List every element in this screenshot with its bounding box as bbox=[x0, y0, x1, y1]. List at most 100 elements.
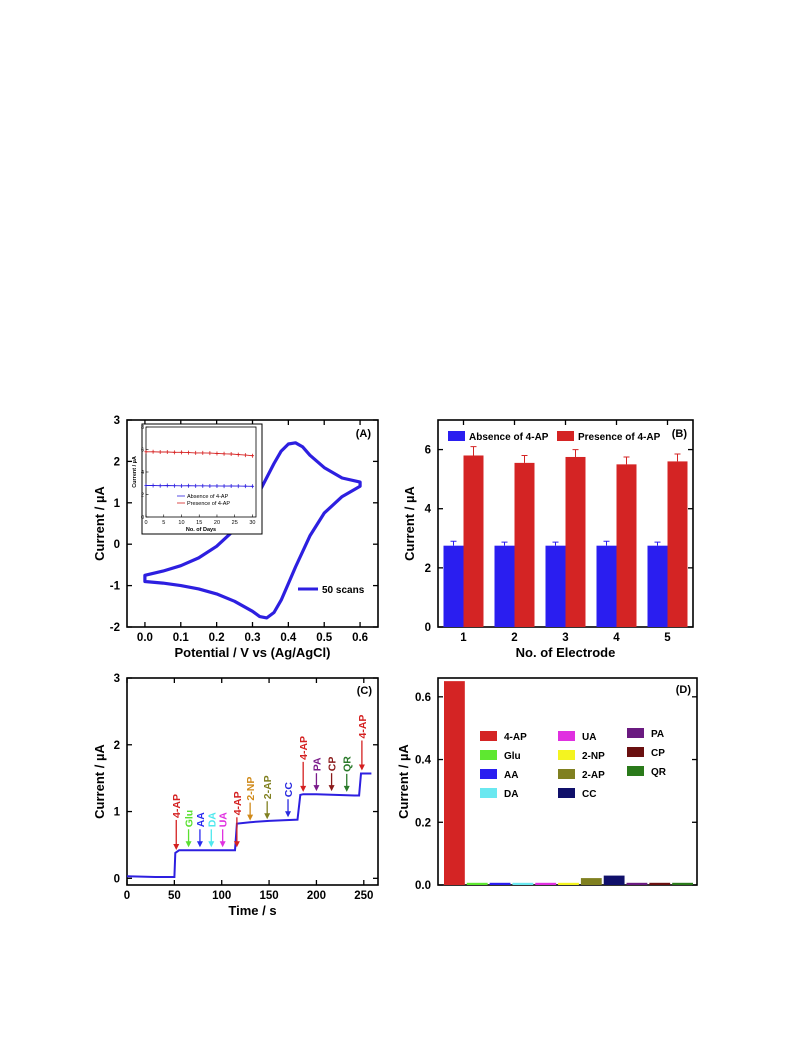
panel-d-bar-5 bbox=[558, 882, 579, 885]
panel-d-bar-9 bbox=[649, 882, 671, 885]
panel-a-inset-point-0-9 bbox=[208, 483, 212, 488]
panel-c-current-trace bbox=[126, 772, 372, 878]
panel-a-inset-box bbox=[141, 423, 263, 535]
panel-a-xtick-label-2: 0.2 bbox=[209, 632, 225, 644]
panel-b-errorbar-1-2 bbox=[572, 449, 579, 457]
panel-c-arrowhead-9 bbox=[300, 785, 307, 792]
panel-d-label: (D) bbox=[676, 684, 692, 696]
panel-b-errorbar-0-4 bbox=[654, 541, 661, 546]
panel-c-annotation-11: CP bbox=[327, 757, 339, 772]
panel-c-arrowhead-6 bbox=[247, 814, 254, 821]
panel-d-legend-swatch-5 bbox=[558, 750, 575, 760]
panel-c-xtick-label-2: 100 bbox=[212, 890, 231, 902]
panel-b-bar-1-0 bbox=[463, 455, 484, 627]
panel-d-selectivity-bar-chart: 0.0 0.2 0.4 0.6 Current / µA (D) 4-AP Glu AA DA UA… bbox=[396, 677, 698, 892]
panel-a-inset-ytick-label-1: 2 bbox=[141, 493, 144, 499]
panel-b-errorbar-0-1 bbox=[501, 541, 508, 546]
panel-c-annotation-4: UA bbox=[218, 812, 230, 828]
panel-a-inset-series-1 bbox=[146, 451, 253, 457]
panel-a-inset-point-1-14 bbox=[243, 453, 247, 458]
panel-b-ytick-label-3: 6 bbox=[425, 445, 431, 457]
panel-a-inset-xtick-label-2: 10 bbox=[178, 520, 184, 526]
panel-c-x-axis-title: Time / s bbox=[228, 903, 276, 918]
panel-d-legend-swatch-3 bbox=[480, 788, 497, 798]
panel-a-inset-point-1-7 bbox=[194, 450, 198, 455]
panel-c-annotation-13: 4-AP bbox=[357, 715, 369, 739]
panel-a-xtick-label-1: 0.1 bbox=[173, 632, 190, 644]
panel-d-bar-4 bbox=[535, 882, 557, 885]
panel-a-inset-point-1-8 bbox=[201, 450, 205, 455]
panel-d-ytick-label-3: 0.6 bbox=[415, 692, 431, 704]
panel-a-inset-point-0-10 bbox=[215, 483, 219, 488]
panel-c-amperometry: 0 1 2 3 0 50 100 150 200 250 Time / s Current / µA (… bbox=[92, 673, 379, 918]
panel-d-legend-swatch-7 bbox=[558, 788, 575, 798]
panel-b-errorbar-0-3 bbox=[603, 540, 610, 546]
panel-d-ytick-label-0: 0.0 bbox=[415, 880, 431, 892]
panel-a-inset-series-0 bbox=[146, 485, 253, 487]
panel-a-inset-point-1-6 bbox=[186, 450, 191, 455]
panel-a-inset-ytick-label-4: 8 bbox=[141, 425, 144, 431]
panel-d-legend-text-6: 2-AP bbox=[582, 770, 605, 781]
panel-b-y-axis-title: Current / µA bbox=[402, 486, 417, 561]
panel-d-legend-text-0: 4-AP bbox=[504, 732, 527, 743]
panel-c-annotation-3: DA bbox=[206, 812, 218, 828]
panel-b-errorbar-0-0 bbox=[450, 540, 457, 546]
panel-a-inset-point-1-12 bbox=[229, 452, 233, 456]
panel-c-annotation-9: 4-AP bbox=[298, 736, 310, 760]
panel-a-inset-point-1-4 bbox=[172, 450, 176, 455]
panel-c-arrowhead-13 bbox=[358, 764, 365, 771]
panel-b-bar-0-0 bbox=[443, 545, 464, 627]
panel-b-xtick-label-2: 3 bbox=[562, 632, 568, 644]
panel-a-inset-point-1-15 bbox=[250, 453, 255, 458]
panel-a-ytick-label-5: 3 bbox=[114, 415, 120, 427]
panel-a-inset-point-1-9 bbox=[208, 451, 212, 456]
panel-a-x-axis-title: Potential / V vs (Ag/AgCl) bbox=[174, 645, 330, 660]
panel-c-arrowhead-3 bbox=[208, 841, 215, 848]
panel-a-inset-xtick-label-4: 20 bbox=[214, 520, 220, 526]
panel-a-inset-point-0-6 bbox=[186, 483, 191, 488]
panel-c-arrowhead-7 bbox=[264, 813, 271, 820]
panel-d-legend-swatch-1 bbox=[480, 750, 497, 760]
panel-b-xtick-label-3: 4 bbox=[613, 632, 620, 644]
panel-b-label: (B) bbox=[672, 428, 688, 440]
panel-a-ytick-label-1: -1 bbox=[110, 581, 121, 593]
panel-d-legend-swatch-6 bbox=[558, 769, 575, 779]
panel-b-bar-1-3 bbox=[616, 464, 637, 627]
panel-a-ytick-label-0: -2 bbox=[110, 622, 120, 634]
panel-a-xtick-label-0: 0.0 bbox=[137, 632, 153, 644]
panel-c-ytick-label-2: 2 bbox=[114, 740, 120, 752]
panel-d-legend-text-7: CC bbox=[582, 789, 596, 800]
panel-a-inset-point-0-13 bbox=[236, 484, 240, 489]
panel-d-legend-text-1: Glu bbox=[504, 751, 521, 762]
panel-d-legend-text-4: UA bbox=[582, 732, 596, 743]
panel-c-arrowhead-8 bbox=[285, 811, 292, 818]
panel-b-bar-0-3 bbox=[596, 545, 617, 627]
panel-a-inset-point-0-7 bbox=[194, 483, 198, 488]
panel-c-arrowhead-12 bbox=[343, 785, 350, 792]
panel-a-inset-point-0-2 bbox=[158, 483, 162, 488]
panel-c-annotation-1: Glu bbox=[184, 810, 196, 828]
panel-b-xtick-label-1: 2 bbox=[511, 632, 517, 644]
panel-d-bar-1 bbox=[466, 882, 488, 885]
panel-a-inset-point-0-0 bbox=[144, 483, 148, 488]
panel-a-inset-point-0-15 bbox=[250, 484, 255, 489]
panel-d-legend-swatch-0 bbox=[480, 731, 497, 741]
panel-c-arrowhead-0 bbox=[173, 843, 180, 850]
panel-c-arrowhead-5 bbox=[233, 841, 240, 848]
panel-b-x-axis-title: No. of Electrode bbox=[516, 645, 616, 660]
panel-d-legend-swatch-4 bbox=[558, 731, 575, 741]
panel-a-inset-point-0-14 bbox=[243, 484, 247, 489]
panel-d-legend-text-2: AA bbox=[504, 770, 518, 781]
panel-b-legend-text-0: Absence of 4-AP bbox=[469, 432, 549, 443]
panel-b-bar-1-1 bbox=[514, 462, 535, 627]
panel-b-ytick-label-0: 0 bbox=[425, 622, 431, 634]
panel-d-legend-text-10: QR bbox=[651, 767, 667, 778]
panel-b-legend-text-1: Presence of 4-AP bbox=[578, 432, 661, 443]
panel-a-inset-point-1-3 bbox=[165, 449, 169, 454]
panel-b-ytick-label-2: 4 bbox=[425, 504, 432, 516]
panel-b-bar-1-2 bbox=[565, 456, 586, 627]
panel-c-plot-frame bbox=[126, 677, 379, 886]
panel-a-inset-xtick-label-5: 25 bbox=[232, 520, 238, 526]
panel-b-legend-swatch-0 bbox=[448, 431, 465, 441]
panel-a-inset-xtick-label-3: 15 bbox=[196, 520, 202, 526]
